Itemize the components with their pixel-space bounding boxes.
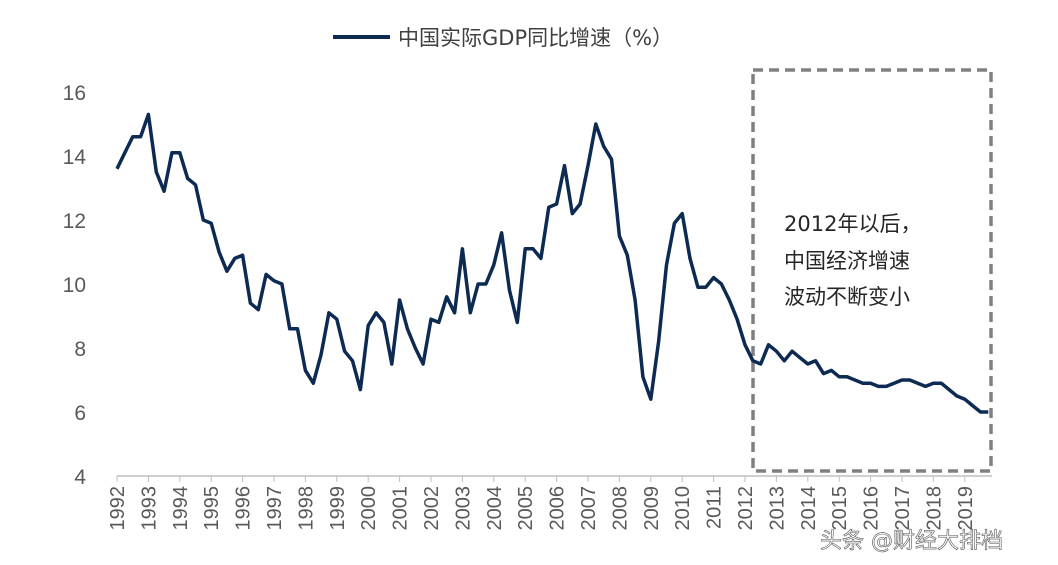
x-tick-label: 2001 [390,486,412,531]
watermark: 头条 @财经大排档 [820,529,1003,554]
x-tick-label: 1993 [138,486,160,531]
x-tick-label: 2002 [421,486,443,531]
x-tick-label: 2004 [484,486,506,531]
x-tick-label: 2009 [641,486,663,531]
x-tick-label: 1995 [201,486,223,531]
y-tick-label: 12 [63,210,86,233]
x-tick-label: 1996 [233,486,255,531]
x-tick-label: 2007 [578,486,600,531]
x-tick-label: 1997 [264,486,286,531]
x-axis: 1992 1993 1994 1995 1996 1997 1998 1999 2000 2001… [107,476,977,531]
x-tick-label: 2008 [609,486,631,531]
x-tick-label: 2016 [861,486,883,531]
y-tick-label: 8 [74,338,86,361]
x-tick-label: 2013 [766,486,788,531]
x-tick-label: 2011 [704,486,726,529]
y-tick-label: 14 [63,146,87,169]
x-tick-label: 1992 [107,486,129,531]
annotation-line-2: 中国经济增速 [784,249,910,273]
x-tick-label: 2014 [798,486,820,531]
y-tick-label: 10 [63,274,86,297]
x-tick-label: 2003 [452,486,474,531]
series-line [115,112,989,414]
y-tick-label: 16 [63,82,86,105]
x-tick-label: 2019 [955,486,977,531]
legend-label: 中国实际GDP同比增速（%） [398,26,673,50]
legend: 中国实际GDP同比增速（%） [333,26,673,50]
x-tick-label: 1994 [170,486,192,531]
x-tick-label: 2006 [547,486,569,531]
x-tick-label: 2017 [892,486,914,531]
y-tick-label: 4 [74,466,86,489]
y-tick-label: 6 [74,402,86,425]
annotation-box [751,68,993,473]
x-tick-label: 1999 [327,486,349,531]
x-tick-label: 2015 [829,486,851,531]
x-tick-label: 2005 [515,486,537,531]
annotation: 2012年以后， 中国经济增速 波动不断变小 [784,212,921,309]
annotation-line-3: 波动不断变小 [784,285,910,309]
x-tick-label: 2012 [735,486,757,531]
x-tick-label: 2010 [672,486,694,531]
x-tick-label: 2018 [923,486,945,531]
series-gdp [115,112,989,414]
y-axis: 4 6 8 10 12 14 16 [63,82,87,489]
annotation-line-1: 2012年以后， [784,212,921,236]
x-tick-label: 2000 [358,486,380,531]
x-tick-label: 1998 [295,486,317,531]
